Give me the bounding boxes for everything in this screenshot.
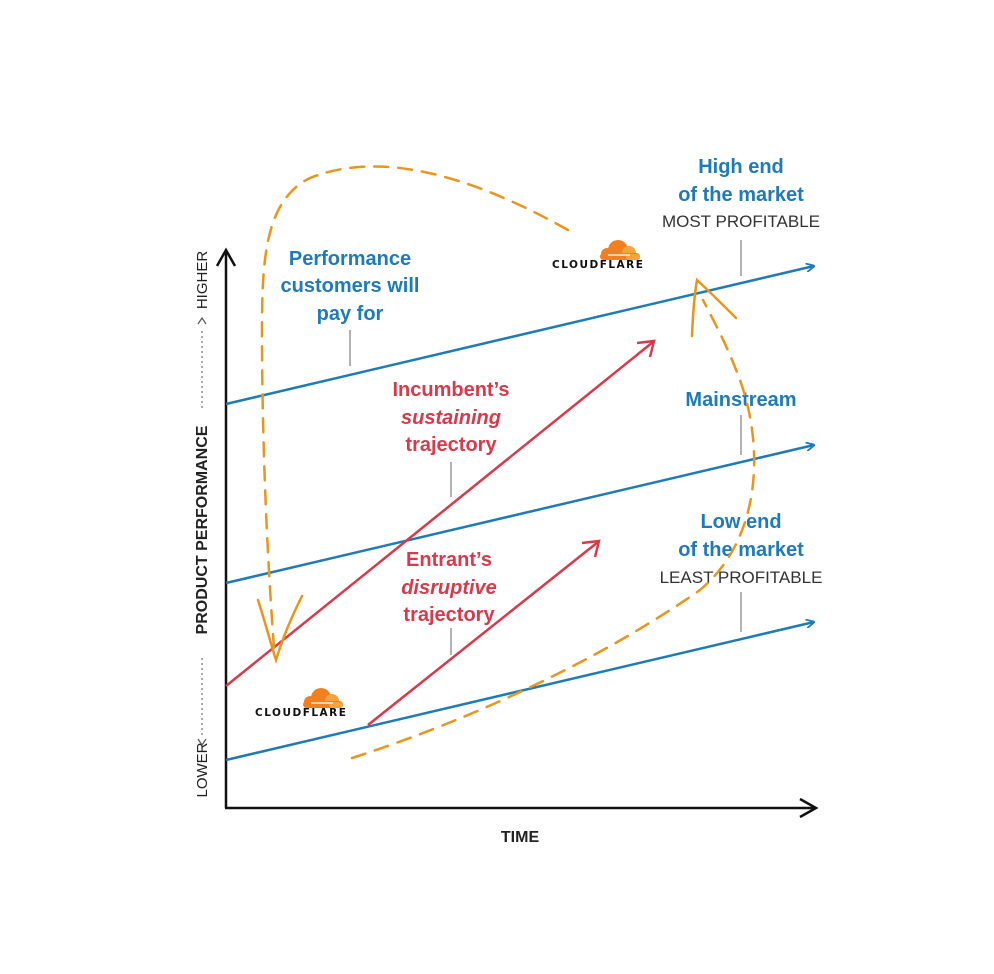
incumbent-line2: sustaining [401,407,501,429]
y-axis-label: PRODUCT PERFORMANCE [194,425,211,634]
orange-dashed-loop-top [260,165,570,650]
axes [215,247,819,819]
leader-lines [349,240,742,655]
mainstream-label: Mainstream [685,389,796,411]
high-end-label: High end of the market MOST PROFITABLE [662,156,820,231]
high-end-caption: MOST PROFITABLE [662,212,820,231]
y-axis-arrowhead [215,247,237,267]
incumbent-label: Incumbent’s sustaining trajectory [392,379,509,456]
cloudflare-logo-top: CLOUDFLARE [552,240,644,271]
cloudflare-cloud-icon [303,688,343,708]
y-axis-higher-chevron [197,316,207,325]
orange-arrowhead-upper-right [690,277,738,338]
incumbent-arrowhead [636,339,656,358]
entrant-trajectory [367,541,599,726]
y-axis-label-group: PRODUCT PERFORMANCE [194,425,211,634]
low-end-label: Low end of the market LEAST PROFITABLE [660,511,823,587]
y-axis-low-label: LOWER [194,742,211,797]
y-axis-high-group: HIGHER [194,251,211,310]
y-axis-high-label: HIGHER [194,251,211,310]
cloudflare-logo-bottom: CLOUDFLARE [255,688,347,719]
low-end-caption: LEAST PROFITABLE [660,568,823,587]
orange-dashed-loop-right [350,298,756,760]
performance-label-line3: pay for [317,303,384,325]
orange-annotations [256,165,756,760]
cloudflare-logo-text-top: CLOUDFLARE [552,259,644,271]
performance-label-line2: customers will [281,275,420,297]
entrant-line1: Entrant’s [406,549,492,571]
orange-arrowhead-lower-left [256,594,304,665]
performance-label: Performance customers will pay for [281,248,420,325]
high-end-line [225,266,814,406]
performance-label-line1: Performance [289,248,411,270]
entrant-line3: trajectory [403,604,495,626]
y-axis-lower-chevron [197,738,207,747]
incumbent-line3: trajectory [405,434,497,456]
y-axis-low-group: LOWER [194,742,211,797]
low-end-line1: Low end [700,511,781,533]
incumbent-line1: Incumbent’s [392,379,509,401]
mainstream-line [225,445,814,585]
entrant-label: Entrant’s disruptive trajectory [401,549,497,626]
x-axis-label: TIME [501,829,540,846]
low-end-line2: of the market [678,539,804,561]
x-axis-arrowhead [799,797,819,819]
incumbent-trajectory [225,341,654,687]
cloudflare-cloud-icon [600,240,640,260]
trajectories [225,339,656,726]
entrant-line2: disruptive [401,577,497,599]
entrant-arrowhead [581,539,601,558]
high-end-line2: of the market [678,184,804,206]
cloudflare-logo-text-bottom: CLOUDFLARE [255,707,347,719]
high-end-line1: High end [698,156,784,178]
